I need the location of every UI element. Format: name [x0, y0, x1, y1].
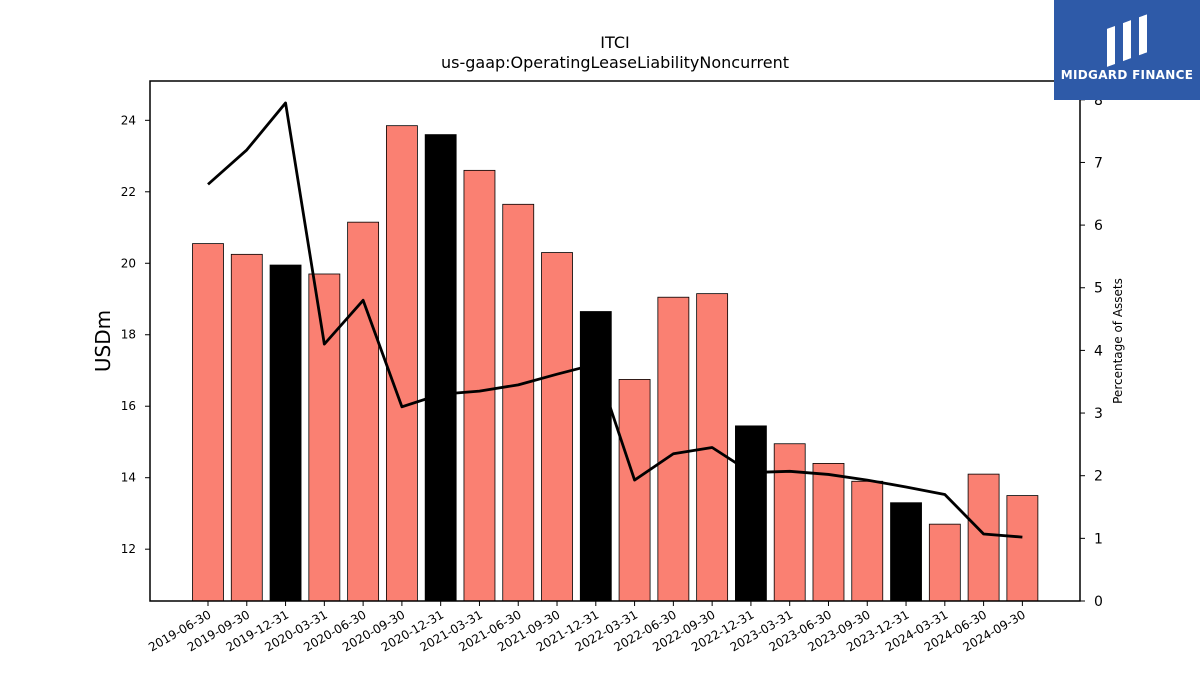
y2-tick-label: 6	[1094, 218, 1103, 234]
bar-2022-06-30	[657, 296, 690, 602]
bar-2019-12-31	[269, 264, 302, 602]
y2-tick-label: 4	[1094, 343, 1103, 359]
bar-2024-09-30	[1006, 495, 1039, 602]
bar-2020-03-31	[308, 273, 341, 602]
bar-2021-06-30	[502, 203, 535, 602]
y2-tick-label: 5	[1094, 281, 1103, 297]
bar-2023-06-30	[812, 463, 845, 602]
y2-tick-label: 1	[1094, 531, 1103, 547]
chart-title: ITCI	[600, 33, 629, 52]
y-tick-label: 12	[121, 542, 136, 556]
bar-2023-03-31	[773, 443, 806, 602]
y-tick-label: 20	[121, 256, 136, 270]
chart-subtitle: us-gaap:OperatingLeaseLiabilityNoncurren…	[441, 53, 789, 72]
logo-text: MIDGARD FINANCE	[1060, 68, 1194, 82]
x-axis-ticks: 2019-06-302019-09-302019-12-312020-03-31…	[146, 601, 1028, 654]
bar-2022-12-31	[735, 425, 767, 602]
bar-2021-03-31	[463, 169, 496, 602]
y2-tick-label: 2	[1094, 469, 1103, 485]
bar-2019-09-30	[230, 253, 263, 602]
bar-2024-03-31	[928, 523, 961, 602]
brand-logo: MIDGARD FINANCE	[1054, 0, 1200, 100]
bar-2023-12-31	[890, 502, 922, 602]
bars-group	[192, 125, 1039, 602]
y2-tick-label: 3	[1094, 406, 1103, 422]
bar-2020-06-30	[347, 221, 380, 602]
bar-2022-03-31	[618, 379, 651, 602]
line-group	[207, 101, 1023, 539]
bar-2020-09-30	[385, 125, 418, 602]
y-tick-label: 16	[121, 399, 136, 413]
plot-frame	[149, 80, 1081, 602]
y2-axis-label: Percentage of Assets	[1111, 278, 1125, 404]
bar-2024-06-30	[967, 473, 1000, 602]
y-axis-ticks: 12 14 16 18 20 22 24	[121, 113, 150, 556]
y-tick-label: 22	[121, 185, 136, 199]
y-tick-label: 24	[121, 113, 136, 127]
y-tick-label: 18	[121, 328, 136, 342]
y2-tick-label: 0	[1094, 594, 1103, 610]
bar-2021-09-30	[541, 252, 573, 602]
bar-2021-12-31	[579, 311, 612, 602]
percentage-line	[207, 101, 1023, 539]
y-axis-label: USDm	[91, 310, 115, 372]
midgard-logo-icon	[1107, 14, 1147, 67]
bar-2023-09-30	[851, 480, 884, 602]
bar-2020-12-31	[424, 134, 457, 602]
y2-axis-ticks: 0 1 2 3 4 5 6 7 8	[1080, 93, 1103, 610]
bar-2019-06-30	[192, 243, 224, 602]
y-tick-label: 14	[121, 471, 136, 485]
y2-tick-label: 7	[1094, 155, 1103, 171]
y2-tick-label: 8	[1094, 93, 1103, 109]
